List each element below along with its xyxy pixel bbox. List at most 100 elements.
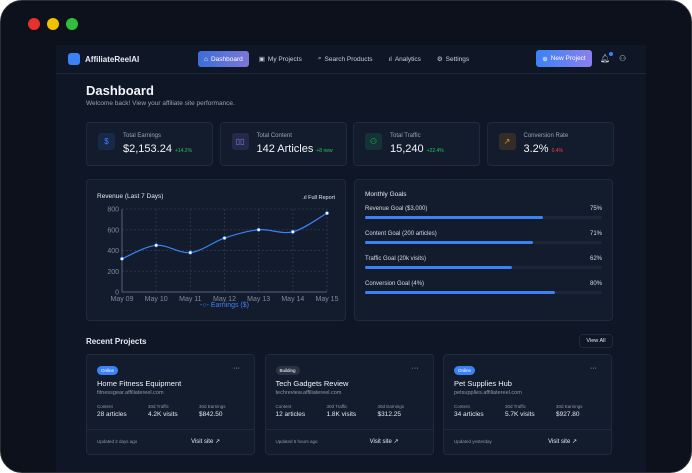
page-subtitle: Welcome back! View your affiliate site p…	[86, 100, 235, 107]
full-report-label: Full Report	[308, 195, 335, 201]
data-point	[325, 211, 329, 216]
goal-percent: 62%	[589, 256, 602, 262]
project-stat-value: 28 articles	[97, 411, 127, 418]
project-stat-value: 1.8K visits	[326, 411, 357, 418]
goal-percent: 71%	[589, 231, 602, 237]
project-url: techreview.affiliatereel.com	[275, 390, 342, 396]
nav-item-my-projects[interactable]: ▣ My Projects	[253, 51, 308, 67]
stat-label: Total Content	[256, 133, 292, 139]
visit-label: Visit site	[191, 439, 214, 445]
maximize-window-button[interactable]	[66, 18, 78, 30]
project-stat-value: $312.25	[377, 411, 402, 418]
page-title: Dashboard	[86, 83, 154, 98]
goal-item: Traffic Goal (20k visits) 62%	[365, 256, 602, 262]
book-icon: ▯▯	[231, 133, 249, 150]
y-tick-label: 200	[107, 269, 119, 276]
more-options-icon[interactable]: ···	[233, 365, 240, 372]
gear-icon: ⚙	[436, 56, 443, 63]
y-tick-label: 600	[107, 227, 119, 234]
visit-site-link[interactable]: Visit site ↗	[548, 438, 577, 445]
dollar-icon: $	[98, 133, 115, 150]
visit-site-link[interactable]: Visit site ↗	[191, 438, 220, 445]
chart-title: Revenue (Last 7 Days)	[97, 193, 164, 200]
visit-site-link[interactable]: Visit site ↗	[370, 438, 399, 445]
view-all-button[interactable]: View All	[579, 334, 613, 348]
project-stat-value: $927.80	[556, 411, 580, 418]
stat-card: ↗ Conversion Rate 3.2% 0.4%	[486, 122, 614, 166]
plus-circle-icon: ⊕	[542, 55, 548, 63]
close-window-button[interactable]	[28, 18, 40, 30]
goal-label: Content Goal (200 articles)	[365, 231, 437, 237]
home-icon: ⌂	[204, 55, 208, 63]
visit-label: Visit site	[369, 439, 392, 445]
x-tick-label: May 09	[111, 296, 134, 303]
x-tick-label: May 14	[281, 296, 304, 303]
project-card[interactable]: Online ··· Pet Supplies Hub petsupplies.aff…	[443, 354, 612, 455]
chart-legend: -○- Earnings ($)	[200, 302, 249, 309]
app: AffiliateReelAI ⌂ Dashboard ▣ My Projects ⌕ S…	[56, 45, 646, 472]
external-link-icon: ↗	[393, 439, 399, 445]
stat-card: ⚇ Total Traffic 15,240 +22.4%	[353, 122, 480, 166]
updated-text: Updated yesterday	[454, 439, 492, 444]
earnings-line	[121, 212, 328, 260]
updated-text: Updated 5 hours ago	[275, 439, 318, 444]
more-options-icon[interactable]: ···	[590, 365, 597, 372]
project-stat-value: 34 articles	[454, 411, 484, 418]
nav-item-search-products[interactable]: ⌕ Search Products	[312, 51, 379, 67]
revenue-line-chart: 0 200 400 600 800 May 09 May 10 May 11 May 12 May…	[107, 207, 339, 310]
goal-progress-bar	[365, 216, 602, 219]
project-name: Tech Gadgets Review	[275, 379, 349, 388]
x-tick-label: May 12	[213, 296, 236, 303]
external-link-icon: ↗	[214, 439, 220, 445]
revenue-chart-card: Revenue (Last 7 Days) .ıl Full Report 0 2…	[86, 179, 346, 321]
navbar: AffiliateReelAI ⌂ Dashboard ▣ My Projects ⌕ S…	[56, 45, 646, 74]
nav-item-analytics[interactable]: ıl Analytics	[383, 51, 427, 67]
nav-item-label: Settings	[445, 55, 470, 63]
nav-item-dashboard[interactable]: ⌂ Dashboard	[198, 51, 249, 67]
user-icon[interactable]: ⚇	[619, 54, 627, 63]
stat-card: $ Total Earnings $2,153.24 +14.2%	[86, 122, 213, 166]
full-report-button[interactable]: .ıl Full Report	[302, 195, 335, 201]
x-tick-label: May 10	[145, 296, 168, 303]
project-name: Pet Supplies Hub	[454, 379, 512, 388]
trend-up-icon: ↗	[498, 133, 516, 150]
project-card[interactable]: Online ··· Home Fitness Equipment fitnessge…	[86, 354, 255, 455]
project-stat-value: 5.7K visits	[505, 411, 535, 418]
project-stat-label: Content	[275, 404, 292, 409]
stat-change: 0.4%	[551, 148, 563, 154]
bell-icon[interactable]: 🔔︎	[600, 52, 614, 63]
bar-chart-icon: .ıl	[302, 195, 309, 201]
new-project-button[interactable]: ⊕ New Project	[536, 50, 592, 67]
stat-label: Total Earnings	[123, 133, 162, 139]
minimize-window-button[interactable]	[47, 18, 59, 30]
goal-label: Conversion Goal (4%)	[365, 281, 425, 287]
project-stat-label: 30d Traffic	[326, 404, 348, 409]
search-icon: ⌕	[317, 55, 322, 62]
nav-item-label: Analytics	[394, 55, 421, 63]
more-options-icon[interactable]: ···	[411, 365, 419, 372]
project-stat-value: 4.2K visits	[148, 411, 178, 418]
new-project-label: New Project	[550, 55, 586, 62]
x-tick-label: May 15	[316, 296, 339, 303]
data-point	[256, 227, 261, 232]
project-card[interactable]: Building ··· Tech Gadgets Review techreview…	[264, 354, 434, 455]
project-stat-label: 30d Earnings	[556, 404, 583, 409]
project-stat-label: 30d Traffic	[148, 404, 169, 409]
folder-icon: ▣	[258, 56, 265, 63]
brand-name: AffiliateReelAI	[85, 54, 140, 64]
project-url: fitnessgear.affiliatereel.com	[97, 390, 164, 396]
data-point	[222, 236, 227, 240]
project-stat-label: Content	[454, 404, 470, 409]
project-stat-label: 30d Traffic	[505, 404, 526, 409]
y-tick-label: 800	[107, 207, 119, 214]
project-stat-label: 30d Earnings	[199, 404, 226, 409]
status-badge: Online	[97, 366, 119, 375]
brand-logo[interactable]: AffiliateReelAI	[68, 53, 139, 65]
x-tick-label: May 13	[247, 296, 270, 303]
goal-label: Traffic Goal (20k visits)	[365, 256, 427, 262]
goal-item: Content Goal (200 articles) 71%	[365, 231, 602, 237]
nav-item-settings[interactable]: ⚙ Settings	[431, 51, 475, 67]
data-point	[154, 243, 159, 248]
visit-label: Visit site	[548, 439, 571, 445]
goals-title: Monthly Goals	[365, 191, 407, 198]
